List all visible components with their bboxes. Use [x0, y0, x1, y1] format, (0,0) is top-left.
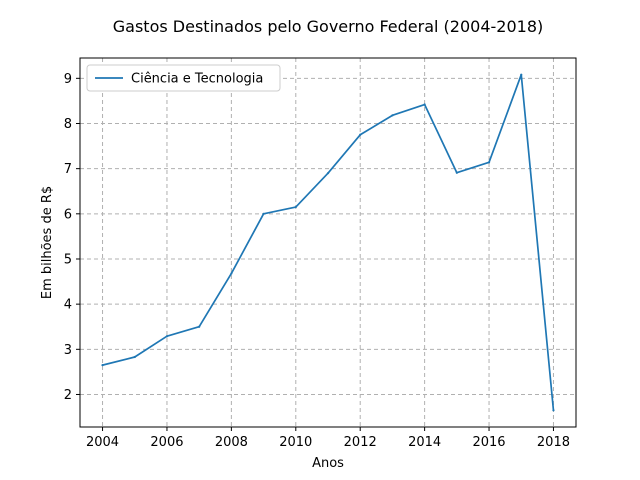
data-point — [101, 364, 104, 367]
data-point — [230, 272, 233, 275]
y-axis-label: Em bilhões de R$ — [40, 186, 55, 299]
data-point — [326, 172, 330, 175]
data-point — [198, 325, 201, 328]
chart-title: Gastos Destinados pelo Governo Federal (… — [113, 17, 543, 36]
data-point — [520, 73, 523, 76]
y-tick-label: 3 — [64, 343, 72, 358]
series-layer — [101, 73, 555, 412]
data-point — [165, 335, 169, 338]
data-point — [487, 161, 491, 164]
x-axis-ticks: 2004 2006 2008 2010 2012 2014 2016 2018 — [86, 427, 570, 450]
data-point — [423, 103, 426, 106]
x-axis-label: Anos — [312, 456, 344, 471]
y-axis-ticks: 2 3 4 5 6 7 8 9 — [64, 72, 80, 403]
y-tick-label: 2 — [64, 388, 72, 403]
y-tick-label: 6 — [64, 207, 72, 222]
x-tick-label: 2018 — [537, 435, 570, 450]
data-point — [359, 133, 362, 136]
legend-box — [86, 64, 281, 92]
data-point — [262, 212, 265, 215]
data-point — [294, 205, 297, 209]
data-point — [455, 171, 458, 174]
y-tick-label: 8 — [64, 117, 72, 132]
data-point — [391, 114, 394, 117]
data-point — [133, 355, 136, 359]
y-tick-label: 4 — [64, 298, 72, 313]
x-tick-label: 2004 — [86, 435, 119, 450]
x-tick-label: 2012 — [344, 435, 377, 450]
y-tick-label: 7 — [64, 162, 72, 177]
axes-frame — [79, 57, 577, 428]
x-tick-label: 2016 — [472, 435, 505, 450]
y-tick-label: 5 — [64, 252, 72, 267]
x-tick-label: 2010 — [279, 435, 312, 450]
legend-label: Ciência e Tecnologia — [131, 72, 263, 87]
grid — [80, 58, 576, 427]
x-tick-label: 2008 — [215, 435, 248, 450]
legend: Ciência e Tecnologia — [86, 64, 281, 92]
x-tick-label: 2006 — [150, 435, 183, 450]
data-point — [552, 409, 555, 412]
x-tick-label: 2014 — [408, 435, 441, 450]
y-tick-label: 9 — [64, 72, 72, 87]
